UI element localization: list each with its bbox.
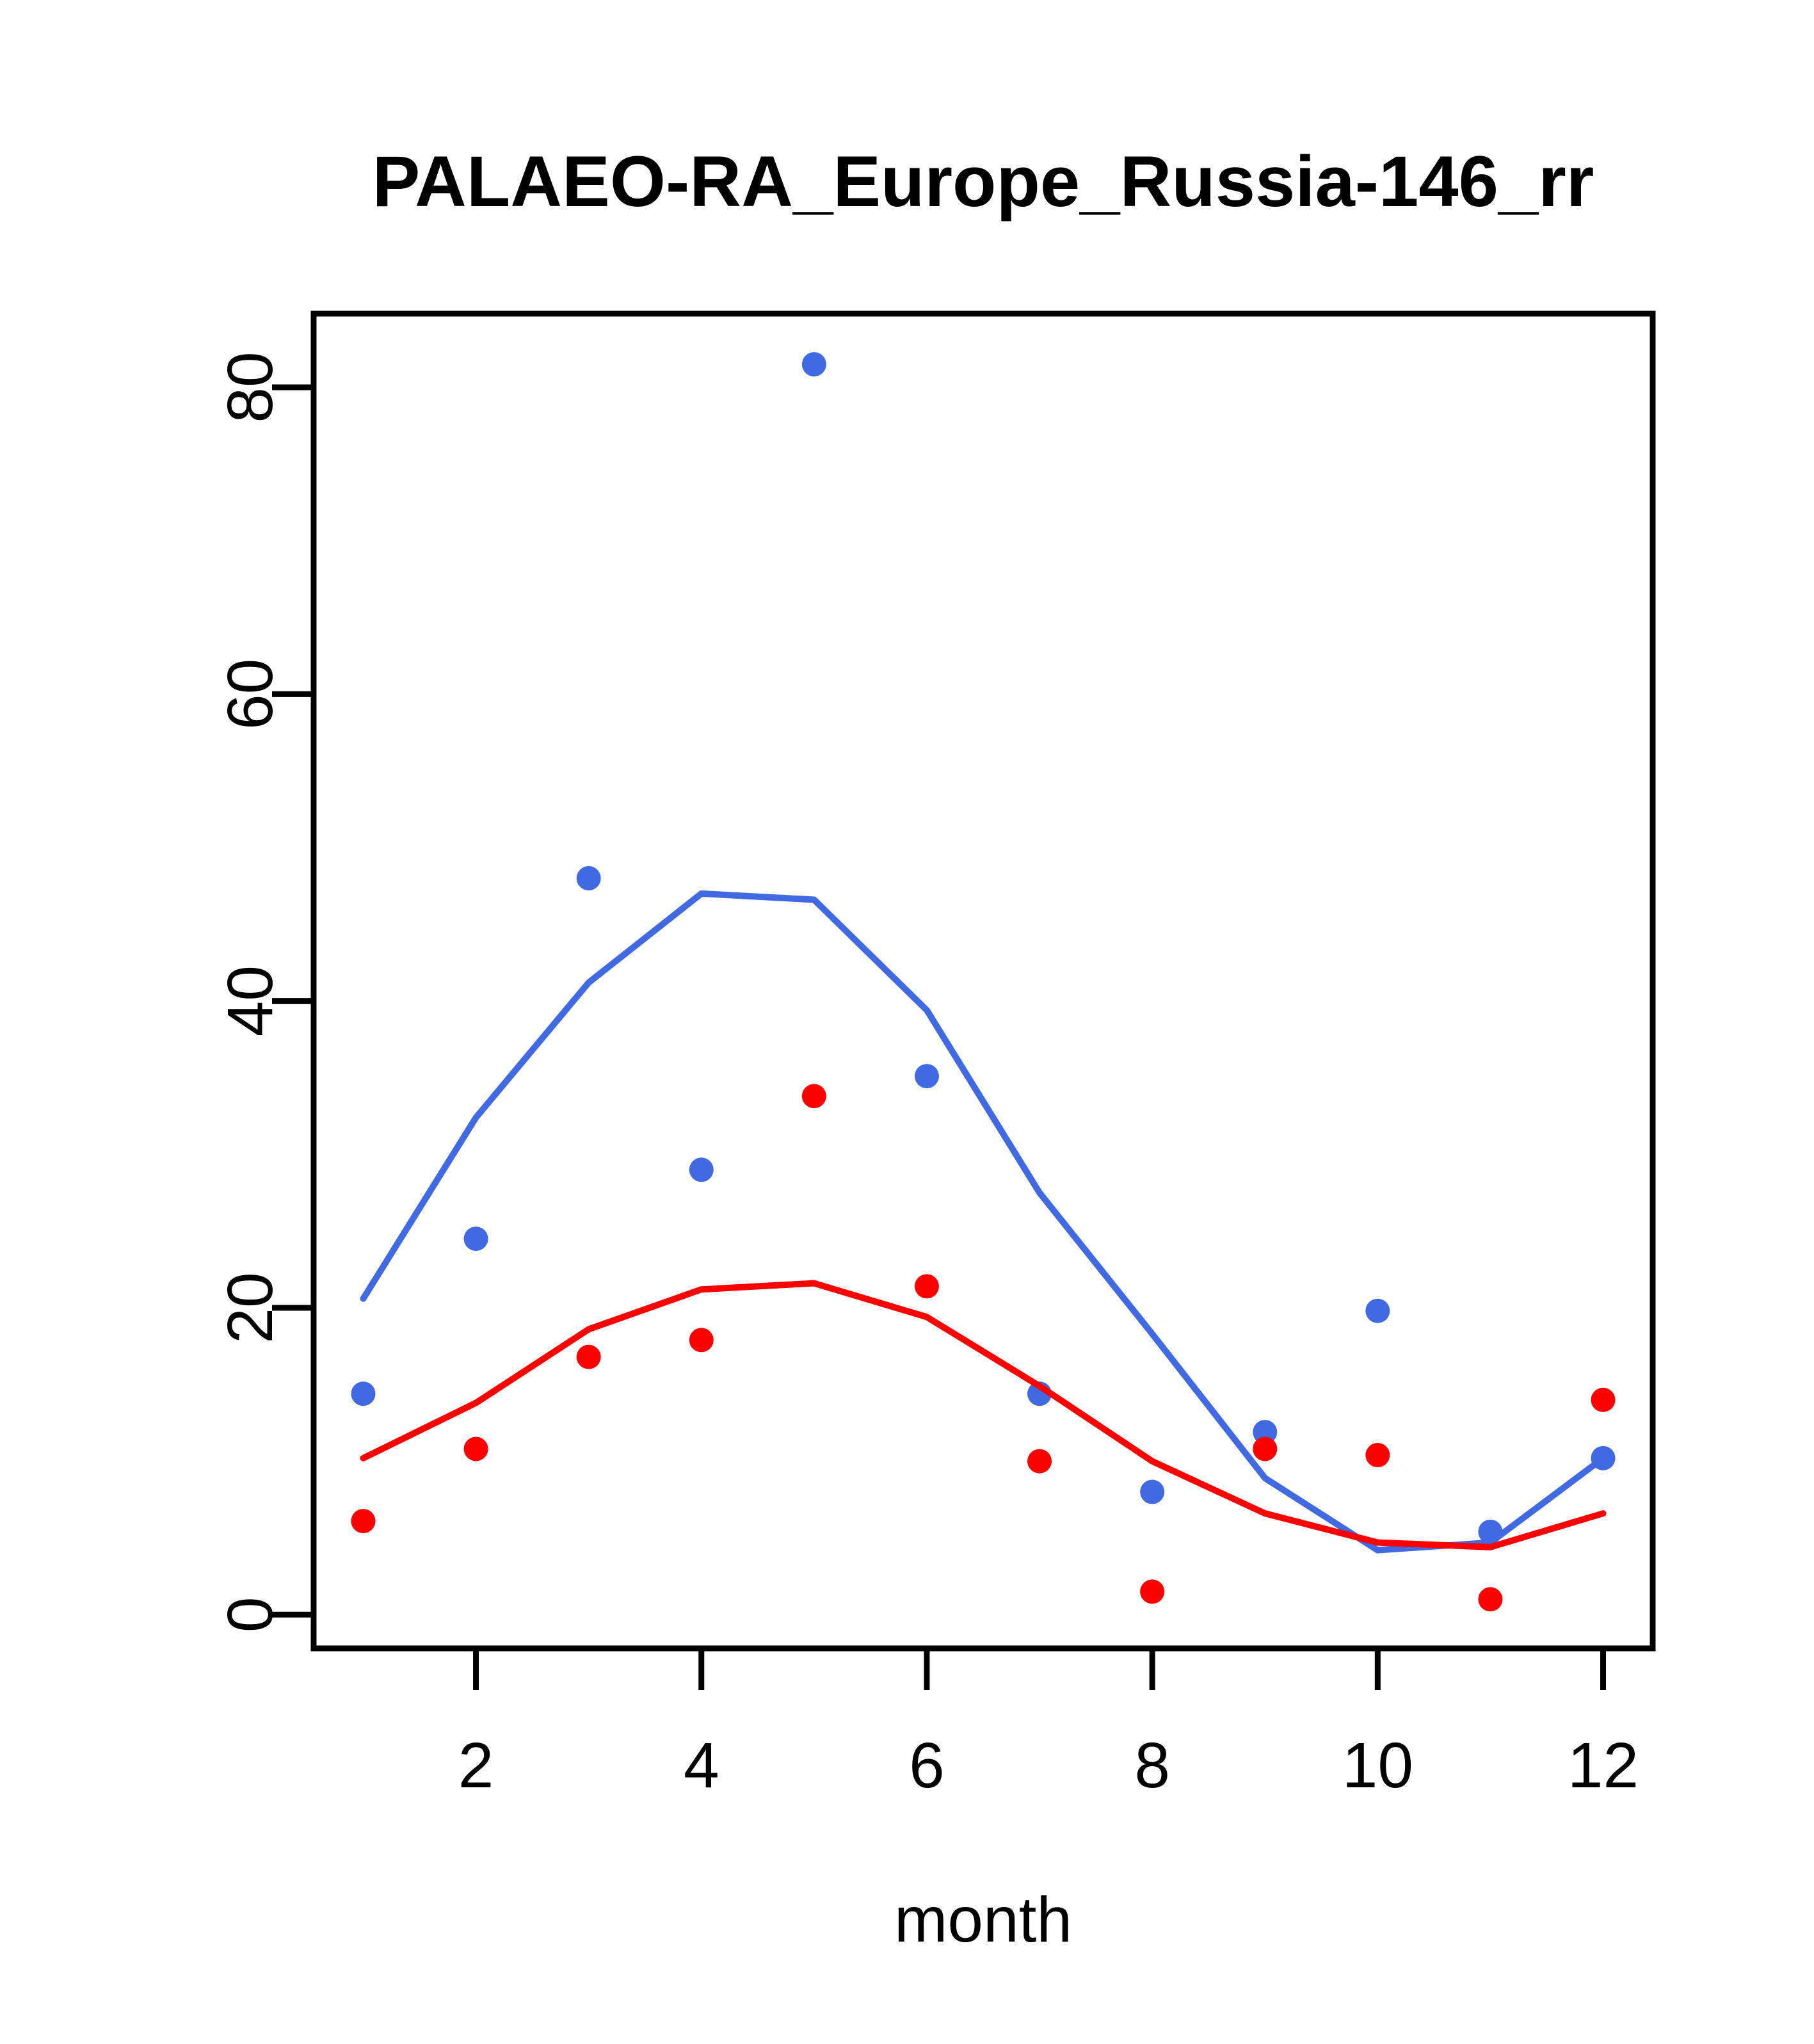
x-tick-label: 8 (1134, 1730, 1170, 1801)
red-point-month-11 (1478, 1587, 1503, 1612)
x-tick-label: 2 (458, 1730, 494, 1801)
red-point-month-5 (801, 1084, 826, 1109)
blue-point-month-1 (351, 1381, 376, 1406)
red-point-month-2 (463, 1436, 488, 1461)
x-tick-label: 10 (1342, 1730, 1413, 1801)
blue-point-month-2 (463, 1227, 488, 1251)
x-tick-label: 4 (684, 1730, 719, 1801)
red-point-month-6 (914, 1274, 939, 1299)
red-point-month-1 (351, 1509, 376, 1534)
x-axis-label: month (894, 1884, 1072, 1956)
blue-point-month-10 (1365, 1298, 1390, 1323)
red-point-month-8 (1140, 1579, 1165, 1604)
plot-border (310, 310, 1656, 1652)
blue-point-month-9 (1253, 1420, 1278, 1445)
y-tick-label: 0 (214, 1597, 286, 1632)
blue-point-month-5 (801, 352, 826, 377)
red-line (360, 1280, 1607, 1550)
red-point-month-10 (1365, 1443, 1390, 1468)
red-point-month-9 (1253, 1436, 1278, 1461)
red-point-month-7 (1027, 1449, 1052, 1474)
red-point-month-4 (689, 1328, 714, 1353)
x-tick-label: 6 (909, 1730, 945, 1801)
y-tick-label: 60 (214, 659, 286, 730)
chart-title: PALAEO-RA_Europe_Russia-146_rr (373, 141, 1594, 221)
y-tick-label: 20 (214, 1272, 286, 1343)
blue-point-month-3 (576, 865, 601, 890)
blue-point-month-4 (689, 1157, 714, 1182)
y-tick-label: 80 (214, 351, 286, 422)
y-tick-label: 40 (214, 965, 286, 1036)
red-point-month-3 (576, 1344, 601, 1369)
blue-point-month-6 (914, 1064, 939, 1089)
x-tick-label: 12 (1568, 1730, 1639, 1801)
blue-line (360, 890, 1607, 1554)
blue-point-month-8 (1140, 1479, 1165, 1504)
red-point-month-12 (1591, 1387, 1616, 1412)
